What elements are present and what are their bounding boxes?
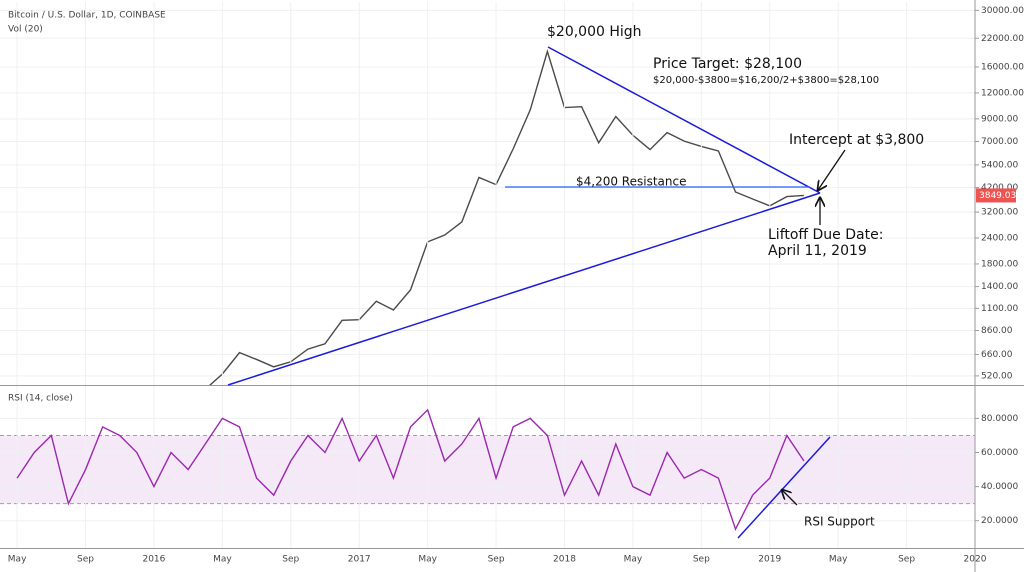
y-tick-label: 2400.00 [981, 234, 1018, 244]
x-tick-label: 2019 [758, 555, 781, 565]
y-tick-label: 1400.00 [981, 282, 1018, 292]
y-tick-label: 4200.00 [981, 183, 1018, 193]
rsi-trendline [737, 436, 831, 539]
y-tick-label: 1800.00 [981, 259, 1018, 269]
trendline [547, 46, 821, 194]
y-tick-label: 660.00 [981, 350, 1013, 360]
x-tick-label: May [213, 555, 232, 565]
annotation: $20,000-$3800=$16,200/2+$3800=$28,100 [653, 75, 879, 86]
y-tick-label: 20.0000 [981, 516, 1018, 526]
y-tick-label: 12000.00 [981, 88, 1024, 98]
x-tick-label: 2018 [553, 555, 576, 565]
arrow [818, 149, 846, 190]
rsi-title: RSI (14, close) [8, 394, 73, 404]
annotation: April 11, 2019 [768, 243, 867, 259]
x-tick-label: Sep [77, 555, 94, 565]
y-tick-label: 16000.00 [981, 62, 1024, 72]
x-tick-label: May [8, 555, 27, 565]
x-tick-label: 2016 [142, 555, 165, 565]
trendline [227, 192, 821, 386]
annotation: $4,200 Resistance [576, 175, 686, 189]
y-tick-label: 22000.00 [981, 34, 1024, 44]
series-line [209, 49, 804, 385]
x-tick-label: 2020 [964, 555, 987, 565]
subtitle: Vol (20) [8, 25, 43, 35]
series-line [16, 408, 805, 532]
x-tick-label: Sep [488, 555, 505, 565]
x-tick-label: Sep [282, 555, 299, 565]
annotation: Intercept at $3,800 [789, 132, 924, 148]
x-tick-label: May [624, 555, 643, 565]
x-tick-label: Sep [898, 555, 915, 565]
rsi-band [0, 435, 975, 504]
y-tick-label: 1100.00 [981, 304, 1018, 314]
plot-layer [0, 2, 976, 548]
chart-title: Bitcoin / U.S. Dollar, 1D, COINBASE [8, 11, 166, 21]
x-tick-label: May [418, 555, 437, 565]
last-price-label: 3849.03 [979, 191, 1016, 201]
y-tick-label: 3200.00 [981, 208, 1018, 218]
y-tick-label: 5400.00 [981, 160, 1018, 170]
y-tick-label: 80.0000 [981, 414, 1018, 424]
y-tick-label: 60.0000 [981, 448, 1018, 458]
x-tick-label: Sep [693, 555, 710, 565]
x-tick-label: 2017 [348, 555, 371, 565]
y-tick-label: 520.00 [981, 371, 1013, 381]
annotation: Price Target: $28,100 [653, 56, 802, 72]
y-tick-label: 40.0000 [981, 482, 1018, 492]
arrow [782, 490, 798, 506]
x-tick-label: May [829, 555, 848, 565]
last-price-box [976, 188, 1016, 203]
y-tick-label: 7000.00 [981, 137, 1018, 147]
y-tick-label: 860.00 [981, 326, 1013, 336]
annotation: RSI Support [804, 515, 875, 529]
y-tick-label: 30000.00 [981, 6, 1024, 16]
annotation: $20,000 High [547, 24, 642, 40]
y-tick-label: 9000.00 [981, 114, 1018, 124]
annotation: Liftoff Due Date: [768, 227, 883, 243]
